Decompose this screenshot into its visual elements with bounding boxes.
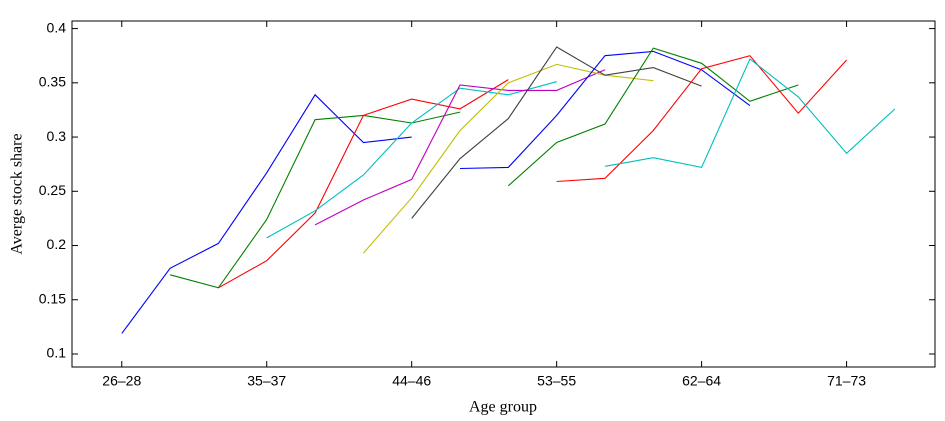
plot-frame <box>71 20 936 368</box>
x-tick-label: 35–37 <box>247 373 286 389</box>
series-line <box>411 46 702 219</box>
series-line <box>169 111 461 289</box>
y-tick-label: 0.4 <box>47 19 67 35</box>
y-tick-label: 0.3 <box>47 128 67 144</box>
y-tick-label: 0.25 <box>39 182 66 198</box>
y-tick-label: 0.35 <box>39 74 66 90</box>
series-line <box>121 93 412 334</box>
y-tick-label: 0.2 <box>47 236 67 252</box>
x-tick-label: 26–28 <box>102 373 141 389</box>
y-tick-label: 0.15 <box>39 290 66 306</box>
x-axis-label: Age group <box>469 399 537 416</box>
x-tick-label: 53–55 <box>537 373 576 389</box>
series-line <box>604 58 896 169</box>
x-tick-label: 44–46 <box>392 373 431 389</box>
series-line <box>556 55 848 183</box>
y-axis-label: Averge stock share <box>9 133 26 254</box>
series-line <box>266 81 557 239</box>
series-line <box>459 50 751 170</box>
series-line <box>507 47 799 187</box>
series-line <box>314 69 606 226</box>
x-tick-label: 71–73 <box>827 373 866 389</box>
series-line <box>362 63 654 254</box>
series-line <box>218 79 509 289</box>
y-tick-label: 0.1 <box>47 345 67 361</box>
x-tick-label: 62–64 <box>682 373 721 389</box>
